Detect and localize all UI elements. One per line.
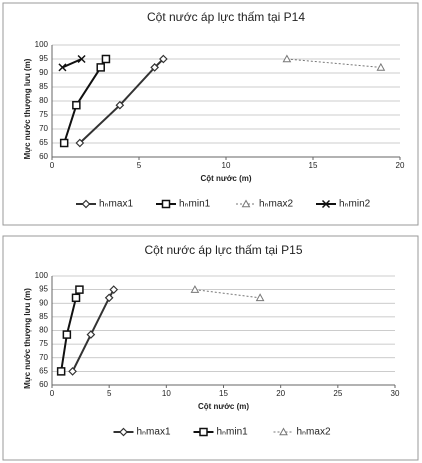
- series-line: [79, 58, 165, 144]
- series-line: [286, 58, 381, 68]
- marker: [62, 330, 72, 339]
- marker: [71, 293, 81, 303]
- y-tick-label: 70: [39, 124, 48, 133]
- series-line: [194, 289, 261, 299]
- marker: [72, 100, 81, 110]
- x-tick-label: 25: [333, 389, 342, 398]
- marker: [104, 293, 114, 303]
- x-axis-label: Cột nước (m): [198, 402, 249, 411]
- y-tick-label: 65: [39, 138, 48, 147]
- chart-frame: [2, 235, 419, 461]
- y-tick-label: 60: [39, 152, 48, 161]
- y-tick-label: 95: [39, 285, 48, 294]
- legend-label: hₙmin2: [339, 199, 371, 210]
- x-tick-label: 15: [309, 161, 318, 170]
- legend-label: hₙmax1: [99, 199, 133, 210]
- chart-title: Cột nước áp lực thấm tại P14: [147, 10, 305, 24]
- x-tick-label: 10: [162, 389, 171, 398]
- marker: [190, 285, 200, 293]
- marker: [96, 63, 105, 72]
- y-tick-label: 75: [39, 339, 48, 348]
- x-tick-label: 20: [276, 389, 285, 398]
- x-axis-label: Cột nước (m): [200, 174, 251, 183]
- y-tick-label: 95: [39, 54, 48, 63]
- legend-label: hₙmax2: [297, 427, 331, 438]
- legend-marker: [161, 199, 171, 209]
- marker: [109, 285, 119, 294]
- x-tick-label: 0: [50, 389, 55, 398]
- marker: [75, 138, 85, 148]
- x-tick-label: 0: [50, 161, 55, 170]
- legend-label: hₙmax1: [137, 427, 171, 438]
- y-tick-label: 80: [39, 96, 48, 105]
- y-axis-label: Mực nước thượng lưu (m): [23, 58, 32, 159]
- marker: [86, 330, 96, 339]
- marker: [150, 63, 160, 72]
- y-tick-label: 65: [39, 366, 48, 375]
- marker: [376, 62, 386, 71]
- x-tick-label: 20: [396, 161, 405, 170]
- legend-label: hₙmin1: [217, 427, 249, 438]
- marker: [115, 100, 125, 110]
- x-tick-label: 15: [219, 389, 228, 398]
- y-tick-label: 100: [35, 40, 49, 49]
- legend-marker: [321, 199, 331, 209]
- y-tick-label: 100: [35, 271, 49, 280]
- series-line: [71, 289, 115, 372]
- marker: [255, 293, 265, 302]
- legend-label: hₙmax2: [259, 199, 293, 210]
- chart-title: Cột nước áp lực thấm tại P15: [144, 243, 302, 257]
- marker: [77, 54, 86, 64]
- y-tick-label: 70: [39, 353, 48, 362]
- y-tick-label: 80: [39, 326, 48, 335]
- y-tick-label: 60: [39, 380, 48, 389]
- x-tick-label: 5: [137, 161, 142, 170]
- marker: [159, 54, 168, 64]
- marker: [58, 63, 67, 72]
- legend-marker: [81, 199, 91, 209]
- legend-marker: [119, 427, 128, 437]
- y-axis-label: Mực nước thượng lưu (m): [23, 288, 32, 389]
- marker: [282, 54, 292, 63]
- legend-marker: [241, 199, 251, 208]
- marker: [75, 285, 84, 294]
- legend-marker: [279, 427, 288, 436]
- marker: [56, 367, 66, 376]
- marker: [68, 367, 77, 376]
- y-tick-label: 90: [39, 68, 48, 77]
- y-tick-label: 90: [39, 298, 48, 307]
- y-tick-label: 85: [39, 82, 48, 91]
- legend-marker: [199, 427, 208, 437]
- series-line: [62, 58, 82, 69]
- marker: [101, 54, 111, 64]
- x-tick-label: 10: [222, 161, 231, 170]
- x-tick-label: 30: [391, 389, 400, 398]
- x-tick-label: 5: [107, 389, 112, 398]
- chart-frame: [2, 2, 419, 226]
- y-tick-label: 75: [39, 110, 48, 119]
- legend-label: hₙmin1: [179, 199, 211, 210]
- y-tick-label: 85: [39, 312, 48, 321]
- marker: [59, 138, 69, 148]
